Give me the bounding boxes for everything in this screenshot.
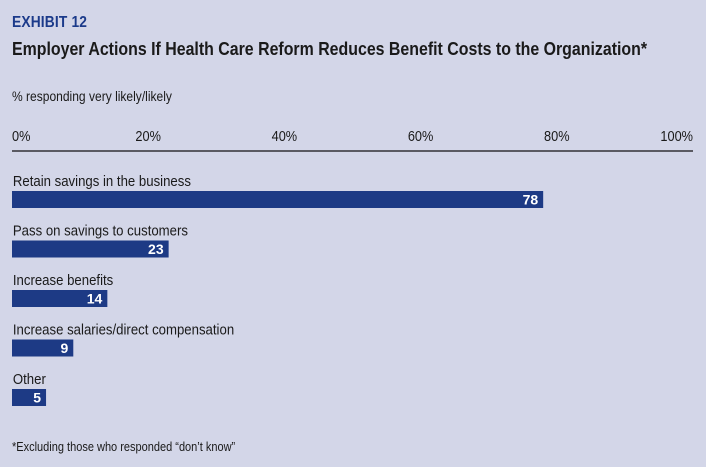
bar [12, 339, 74, 357]
x-tick-label: 40% [272, 128, 298, 144]
value-label: 5 [33, 390, 41, 406]
category-label: Increase salaries/direct compensation [13, 321, 234, 338]
bar [12, 240, 169, 258]
exhibit-label: EXHIBIT 12 [12, 14, 88, 31]
value-label: 78 [523, 192, 539, 208]
bar [12, 389, 47, 406]
category-label: Pass on savings to customers [13, 222, 188, 239]
chart-subtitle: % responding very likely/likely [12, 88, 172, 104]
value-label: 9 [60, 340, 68, 356]
bar [12, 290, 108, 307]
category-label: Increase benefits [13, 271, 113, 288]
x-tick-label: 60% [408, 128, 434, 144]
x-tick-label: 80% [544, 128, 570, 144]
x-tick-label: 20% [135, 128, 161, 144]
category-label: Retain savings in the business [13, 172, 191, 189]
chart-title: Employer Actions If Health Care Reform R… [12, 38, 648, 59]
x-tick-label: 0% [12, 128, 30, 144]
x-tick-label: 100% [660, 128, 693, 144]
footnote: *Excluding those who responded “don’t kn… [12, 440, 236, 454]
category-label: Other [13, 370, 46, 387]
bar [12, 191, 544, 208]
value-label: 14 [87, 291, 103, 307]
value-label: 23 [148, 241, 164, 257]
